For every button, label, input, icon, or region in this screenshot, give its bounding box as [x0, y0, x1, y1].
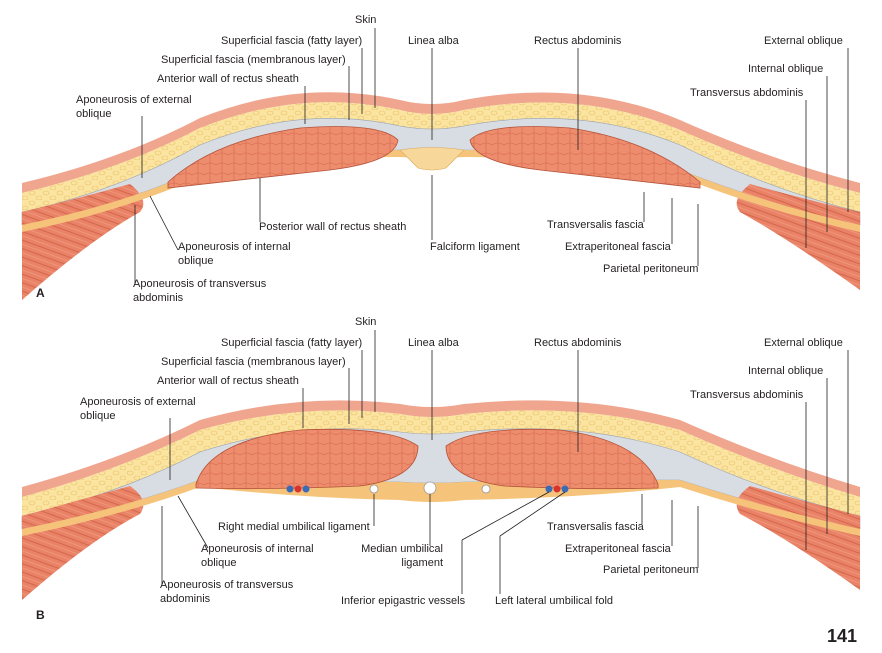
- panel-b-peritoneum: [22, 480, 860, 536]
- panel-b-left-medial-umbilical-ligament: [481, 484, 491, 494]
- leader-lines: [134, 28, 849, 594]
- label-b-aponeurosis-external-oblique: Aponeurosis of external oblique: [80, 396, 196, 422]
- label-b-right-medial-umbilical-ligament: Right medial umbilical ligament: [218, 521, 370, 533]
- panel-b-left-lateral-muscles: [22, 486, 144, 600]
- label-a-linea-alba: Linea alba: [408, 35, 459, 47]
- label-b-superficial-fascia-fatty: Superficial fascia (fatty layer): [221, 337, 363, 349]
- label-b-rectus-abdominis: Rectus abdominis: [534, 337, 622, 349]
- panel-a-fat: [22, 102, 860, 212]
- label-a-superficial-fascia-membranous: Superficial fascia (membranous layer): [161, 54, 346, 66]
- label-b-internal-oblique: Internal oblique: [748, 365, 824, 377]
- label-b-skin: Skin: [355, 316, 377, 328]
- panel-b-rectus-right: [445, 428, 659, 490]
- panel-b-letter: B: [36, 608, 45, 622]
- panel-a-falciform: [399, 147, 465, 171]
- label-b-aponeurosis-transversus: Aponeurosis of transversus abdominis: [160, 579, 294, 605]
- label-b-left-lateral-umbilical-fold: Left lateral umbilical fold: [495, 595, 614, 607]
- label-a-aponeurosis-transversus: Aponeurosis of transversus abdominis: [133, 278, 267, 304]
- panel-b-illustration: [21, 400, 861, 600]
- label-a-rectus-abdominis: Rectus abdominis: [534, 35, 622, 47]
- panel-b-right-epigastric-vessels: [545, 485, 569, 493]
- label-b-median-umbilical-ligament: Median umbilical ligament: [361, 543, 443, 569]
- label-b-inferior-epigastric-vessels: Inferior epigastric vessels: [341, 595, 466, 607]
- label-a-extraperitoneal-fascia: Extraperitoneal fascia: [565, 241, 671, 253]
- label-a-superficial-fascia-fatty: Superficial fascia (fatty layer): [221, 35, 363, 47]
- label-a-transversus-abdominis: Transversus abdominis: [690, 87, 804, 99]
- label-b-extraperitoneal-fascia: Extraperitoneal fascia: [565, 543, 671, 555]
- label-a-anterior-wall-rectus-sheath: Anterior wall of rectus sheath: [157, 73, 299, 85]
- label-a-transversalis-fascia: Transversalis fascia: [547, 219, 644, 231]
- label-a-falciform-ligament: Falciform ligament: [430, 241, 520, 253]
- label-a-parietal-peritoneum: Parietal peritoneum: [603, 263, 699, 275]
- label-a-internal-oblique: Internal oblique: [748, 63, 824, 75]
- label-b-parietal-peritoneum: Parietal peritoneum: [603, 564, 699, 576]
- label-a-external-oblique: External oblique: [764, 35, 843, 47]
- label-b-anterior-wall-rectus-sheath: Anterior wall of rectus sheath: [157, 375, 299, 387]
- label-a-aponeurosis-external-oblique: Aponeurosis of external oblique: [76, 94, 192, 120]
- label-a-posterior-wall-rectus-sheath: Posterior wall of rectus sheath: [259, 221, 407, 233]
- panel-a-letter: A: [36, 286, 45, 300]
- panel-a-skin: [22, 92, 860, 193]
- label-b-transversus-abdominis: Transversus abdominis: [690, 389, 804, 401]
- page-number: 141: [827, 626, 858, 646]
- panel-a-left-lateral-muscles: [22, 184, 144, 300]
- label-b-external-oblique: External oblique: [764, 337, 843, 349]
- label-a-aponeurosis-internal-oblique: Aponeurosis of internal oblique: [178, 241, 291, 267]
- panel-b-left-epigastric-vessels: [286, 485, 310, 493]
- label-b-linea-alba: Linea alba: [408, 337, 459, 349]
- panel-b-fat: [22, 410, 860, 516]
- panel-a-rectus-left: [167, 126, 399, 189]
- panel-b-rectus-left: [195, 428, 419, 490]
- panel-a-fascia-band: [21, 118, 861, 226]
- panel-a-rectus-right: [469, 126, 701, 189]
- panel-a-right-lateral-muscles: [736, 184, 860, 290]
- label-b-superficial-fascia-membranous: Superficial fascia (membranous layer): [161, 356, 346, 368]
- panel-a-illustration: [21, 92, 861, 300]
- panel-b-right-medial-umbilical-ligament: [369, 484, 379, 494]
- label-b-transversalis-fascia: Transversalis fascia: [547, 521, 644, 533]
- panel-b-median-umbilical-ligament: [423, 481, 437, 495]
- label-a-skin: Skin: [355, 14, 377, 26]
- label-b-aponeurosis-internal-oblique: Aponeurosis of internal oblique: [201, 543, 314, 569]
